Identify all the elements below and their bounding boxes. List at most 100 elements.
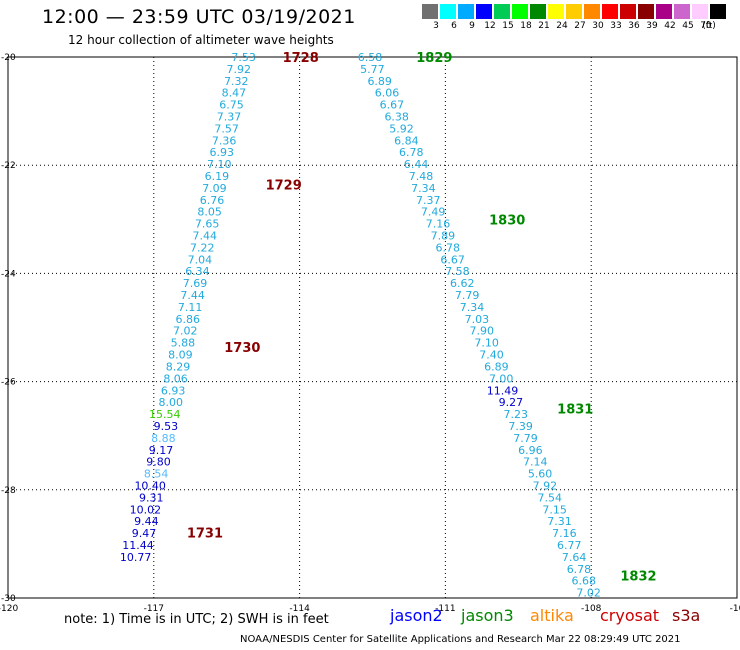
swh-data-label: 15.54	[149, 408, 181, 421]
color-scale-swatch	[602, 4, 618, 19]
swh-data-label: 5.60	[528, 468, 553, 481]
color-scale-label: 70	[700, 21, 712, 31]
legend-jason2: jason2	[390, 606, 443, 625]
x-tick-label: -117	[144, 604, 164, 614]
swh-data-label: 7.36	[212, 134, 237, 147]
swh-data-label: 7.57	[214, 122, 239, 135]
swh-data-label: 6.78	[399, 146, 424, 159]
swh-data-label: 7.44	[180, 289, 205, 302]
swh-data-label: 7.64	[562, 551, 587, 564]
swh-data-label: 6.78	[567, 563, 592, 576]
swh-data-label: 8.47	[222, 87, 247, 100]
color-scale-label: 24	[556, 21, 568, 31]
color-scale-swatch	[566, 4, 582, 19]
color-scale-swatch	[638, 4, 654, 19]
swh-data-label: 7.49	[421, 206, 446, 219]
swh-data-label: 7.92	[227, 63, 252, 76]
x-tick-label: -111	[435, 604, 455, 614]
swh-data-label: 7.15	[542, 503, 567, 516]
swh-data-label: 8.05	[197, 206, 222, 219]
swh-data-label: 7.31	[547, 515, 572, 528]
swh-data-label: 7.16	[552, 527, 577, 540]
color-scale-swatch	[512, 4, 528, 19]
y-tick-label: -22	[1, 161, 16, 171]
legend-cryosat: cryosat	[600, 606, 660, 625]
swh-data-label: 7.58	[445, 265, 470, 278]
y-tick-label: -24	[1, 269, 16, 279]
swh-data-label: 7.40	[479, 349, 504, 362]
swh-data-label: 6.89	[367, 75, 392, 88]
swh-data-label: 6.84	[394, 134, 419, 147]
swh-data-label: 6.89	[484, 360, 509, 373]
swh-data-label: 6.67	[440, 253, 465, 266]
swh-data-label: 7.37	[416, 194, 441, 207]
swh-data-label: 7.34	[460, 301, 485, 314]
swh-data-label: 7.39	[508, 420, 533, 433]
swh-data-label: 5.88	[171, 337, 196, 350]
swh-data-label: 6.93	[209, 146, 234, 159]
swh-data-label: 11.44	[122, 539, 154, 552]
swh-data-label: 7.44	[192, 230, 217, 243]
color-scale-label: 9	[469, 21, 475, 31]
swh-data-label: 7.10	[474, 337, 499, 350]
color-scale-label: 15	[502, 21, 514, 31]
swh-data-label: 7.65	[195, 218, 220, 231]
swh-data-label: 6.93	[161, 384, 186, 397]
color-scale-label: 45	[682, 21, 694, 31]
swh-data-label: 7.16	[426, 218, 451, 231]
swh-data-label: 5.77	[360, 63, 385, 76]
swh-data-label: 7.53	[231, 51, 256, 64]
swh-data-label: 11.49	[487, 384, 519, 397]
swh-data-label: 7.09	[202, 182, 227, 195]
swh-data-label: 7.79	[513, 432, 538, 445]
swh-data-label: 7.90	[470, 325, 495, 338]
swh-data-label: 10.40	[134, 479, 166, 492]
color-scale-swatch	[620, 4, 636, 19]
pass-time-label: 1731	[187, 527, 223, 542]
color-scale-swatch	[548, 4, 564, 19]
y-tick-label: -20	[1, 53, 16, 63]
swh-data-label: 9.31	[139, 491, 164, 504]
color-scale-swatch	[440, 4, 456, 19]
color-scale-swatch	[710, 4, 726, 19]
color-scale-swatch	[494, 4, 510, 19]
swh-data-label: 8.63	[581, 598, 606, 611]
swh-data-label: 7.92	[533, 479, 558, 492]
color-scale-label: 6	[451, 21, 457, 31]
swh-data-label: 7.04	[188, 253, 213, 266]
pass-time-label: 1830	[489, 213, 525, 228]
units-note: note: 1) Time is in UTC; 2) SWH is in fe…	[64, 612, 329, 627]
legend-s3a: s3a	[672, 606, 701, 625]
color-scale-label: 36	[628, 21, 640, 31]
color-scale-swatch	[656, 4, 672, 19]
chart-subtitle: 12 hour collection of altimeter wave hei…	[68, 33, 334, 47]
color-scale-label: 33	[610, 21, 622, 31]
color-scale-swatch	[530, 4, 546, 19]
color-scale-label: 12	[484, 21, 496, 31]
swh-data-label: 7.48	[409, 170, 434, 183]
x-tick-label: -120	[0, 604, 18, 614]
swh-data-label: 6.58	[358, 51, 383, 64]
color-scale-swatch	[584, 4, 600, 19]
color-scale-swatch	[476, 4, 492, 19]
swh-data-label: 10.77	[120, 551, 152, 564]
plot-frame	[7, 56, 738, 599]
pass-time-label: 1730	[224, 341, 260, 356]
color-scale-label: 21	[538, 21, 550, 31]
swh-data-label: 9.47	[132, 527, 157, 540]
color-scale-label: 42	[664, 21, 676, 31]
swh-data-label: 7.22	[190, 241, 215, 254]
y-tick-label: -28	[1, 486, 16, 496]
swh-data-label: 9.80	[146, 456, 171, 469]
swh-data-label: 8.06	[163, 372, 188, 385]
swh-data-label: 9.44	[134, 515, 159, 528]
swh-data-label: 7.02	[173, 325, 198, 338]
pass-time-label: 1729	[266, 179, 302, 194]
swh-data-label: 7.34	[411, 182, 436, 195]
color-scale-swatch	[692, 4, 708, 19]
y-tick-label: -30	[1, 594, 16, 604]
swh-data-label: 7.11	[178, 301, 203, 314]
swh-data-label: 6.78	[435, 241, 460, 254]
swh-data-label: 8.88	[151, 432, 176, 445]
satellite-legend: jason2 jason3 altika cryosat s3a	[0, 606, 740, 630]
